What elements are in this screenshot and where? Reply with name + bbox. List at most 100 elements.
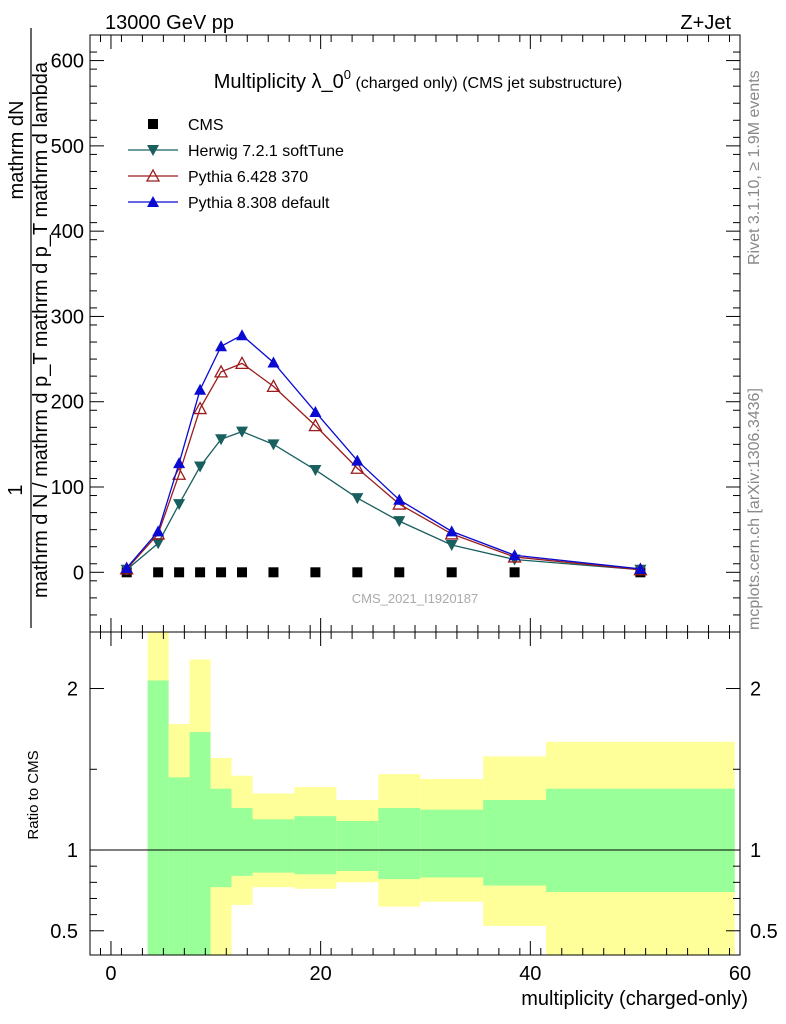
ratio-ytick-label-right-1: 1 <box>750 840 761 862</box>
series-3-point-4 <box>215 340 228 352</box>
main-series <box>119 329 648 578</box>
main-ytick-label-4: 400 <box>51 221 84 243</box>
ylabel-num: 1 <box>5 484 27 495</box>
main-ytick-label-5: 500 <box>51 136 84 158</box>
legend-marker-2 <box>145 168 161 182</box>
legend: CMS Herwig 7.2.1 softTune Pythia 6.428 370… <box>128 117 344 212</box>
series-0-point-4 <box>216 567 227 578</box>
series-3-point-1 <box>152 525 165 537</box>
legend-marker-3 <box>147 196 159 207</box>
ratio-ytick-label-right-2: 2 <box>750 679 761 701</box>
stat-band-6 <box>294 816 337 875</box>
series-line-1 <box>126 430 641 571</box>
series-2-point-4 <box>213 364 229 378</box>
series-3-point-12 <box>634 562 647 574</box>
series-1-point-2 <box>173 499 186 511</box>
xtick-label-1: 20 <box>310 963 332 985</box>
series-0-point-8 <box>352 567 363 578</box>
legend-entry-0: CMS <box>148 117 224 134</box>
xtick-label-0: 0 <box>105 963 116 985</box>
axes: 0 100 200 300 400 500 600 0 20 40 60 0.5 0.5 1 1 2 2 <box>50 34 778 985</box>
series-0-point-11 <box>509 567 520 578</box>
ylabel-frac-bottom: mathrm d N / mathrm d p_T mathrm d p_T m… <box>30 61 52 598</box>
series-0-point-5 <box>237 567 248 578</box>
ratio-ytick-label-left-2: 2 <box>67 679 78 701</box>
legend-label-0: CMS <box>188 117 224 134</box>
main-ytick-label-3: 300 <box>51 306 84 328</box>
stat-band-9 <box>420 809 484 878</box>
x-axis-label: multiplicity (charged-only) <box>521 988 748 1010</box>
ratio-ylabel: Ratio to CMS <box>25 750 42 839</box>
stat-band-2 <box>189 732 211 955</box>
series-3-point-5 <box>236 329 249 341</box>
series-1-point-5 <box>236 426 249 438</box>
header-left: 13000 GeV pp <box>105 12 234 34</box>
series-0-point-10 <box>446 567 457 578</box>
series-0 <box>121 567 646 578</box>
main-ytick-label-0: 0 <box>73 562 84 584</box>
legend-entry-3: Pythia 8.308 default <box>128 195 330 212</box>
ratio-bands <box>90 632 740 955</box>
series-2-point-5 <box>234 355 250 370</box>
stat-band-8 <box>378 808 421 880</box>
series-2-point-8 <box>350 460 365 474</box>
ratio-ytick-label-right-0: 0.5 <box>750 921 778 943</box>
title-main: Multiplicity λ_0 <box>214 71 344 93</box>
series-1-point-9 <box>393 516 406 528</box>
series-3-point-6 <box>267 356 280 368</box>
ratio-ytick-label-left-0: 0.5 <box>50 921 78 943</box>
legend-label-2: Pythia 6.428 370 <box>188 169 308 186</box>
title-sup: 0 <box>344 67 351 82</box>
series-2-point-3 <box>192 401 208 415</box>
series-0-point-9 <box>394 567 405 578</box>
legend-marker-1 <box>147 145 159 156</box>
stat-band-11 <box>546 788 735 893</box>
legend-entry-2: Pythia 6.428 370 <box>128 168 308 186</box>
main-ylabel: 1 mathrm dN mathrm d N / mathrm d p_T ma… <box>5 28 52 628</box>
stat-band-0 <box>147 680 169 955</box>
series-3-point-11 <box>508 549 521 561</box>
xtick-label-2: 40 <box>519 963 541 985</box>
header-right: Z+Jet <box>680 12 731 34</box>
ratio-ytick-label-left-1: 1 <box>67 840 78 862</box>
series-3 <box>120 329 647 574</box>
stat-band-5 <box>252 819 295 873</box>
main-ytick-label-1: 100 <box>51 477 84 499</box>
title-tail: (charged only) (CMS jet substructure) <box>351 75 622 92</box>
legend-marker-0 <box>148 119 158 129</box>
series-2-point-7 <box>308 418 323 432</box>
chart-title: Multiplicity λ_00 (charged only) (CMS je… <box>214 67 622 93</box>
stat-band-1 <box>168 777 190 955</box>
series-2-point-6 <box>266 379 281 393</box>
series-3-point-8 <box>351 454 364 466</box>
series-3-point-10 <box>445 525 458 537</box>
series-0-point-1 <box>153 567 164 578</box>
series-3-point-7 <box>309 405 322 417</box>
series-0-point-7 <box>310 567 321 578</box>
stat-band-7 <box>336 820 379 872</box>
series-0-point-6 <box>268 567 279 578</box>
xtick-label-3: 60 <box>729 963 751 985</box>
series-1-point-3 <box>194 461 207 473</box>
series-1-point-4 <box>215 434 228 446</box>
watermark: CMS_2021_I1920187 <box>352 591 479 606</box>
legend-label-3: Pythia 8.308 default <box>188 195 330 212</box>
series-1 <box>120 426 647 576</box>
stat-band-10 <box>483 799 547 886</box>
main-ytick-label-2: 200 <box>51 392 84 414</box>
series-0-point-3 <box>195 567 206 578</box>
legend-label-1: Herwig 7.2.1 softTune <box>188 143 344 160</box>
stat-band-4 <box>231 808 253 876</box>
rivet-label: Rivet 3.1.10, ≥ 1.9M events <box>746 70 763 265</box>
series-1-point-10 <box>445 540 458 552</box>
series-3-point-0 <box>120 562 133 574</box>
series-3-point-9 <box>393 493 406 505</box>
ylabel-frac-top: mathrm dN <box>6 101 28 200</box>
series-0-point-2 <box>174 567 185 578</box>
series-1-point-6 <box>267 439 280 451</box>
series-3-point-3 <box>194 383 207 395</box>
series-1-point-1 <box>152 538 165 550</box>
series-line-3 <box>126 334 641 570</box>
legend-entry-1: Herwig 7.2.1 softTune <box>128 143 344 160</box>
